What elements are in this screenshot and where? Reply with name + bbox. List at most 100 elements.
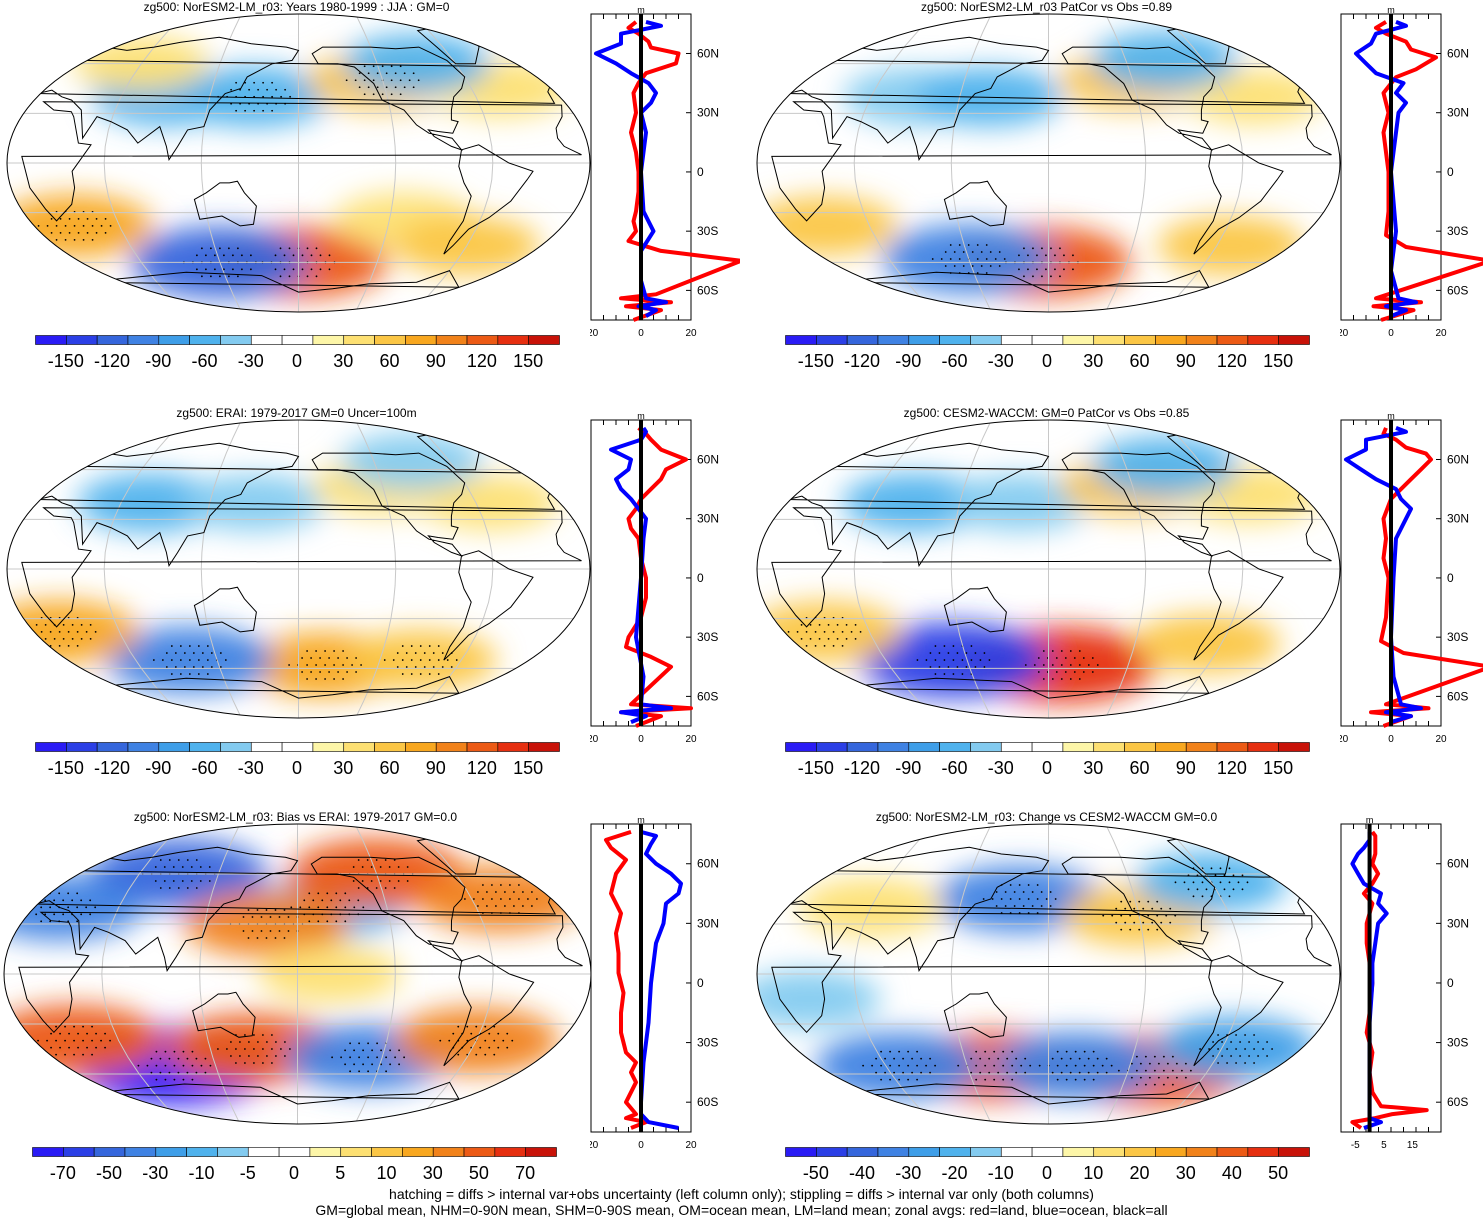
colorbar-tick-label: 90 (1176, 351, 1196, 371)
zonal-x-tick-label: -20 (1340, 328, 1349, 339)
colorbar-tick-label: -120 (94, 351, 130, 371)
colorbar-tick-label: 150 (1263, 758, 1293, 778)
colorbar-cell (970, 743, 1001, 752)
colorbar-cell (1063, 1148, 1094, 1157)
zonal-lat-label: 0 (1447, 571, 1454, 585)
map-panel (755, 822, 1342, 1126)
zonal-unit-label: m (1366, 816, 1374, 825)
colorbar-cell (402, 1148, 433, 1157)
colorbar-tick-label: 120 (467, 758, 497, 778)
colorbar-cell (97, 336, 128, 345)
colorbar-cell (125, 1148, 156, 1157)
colorbar-tick-label: 0 (292, 758, 302, 778)
zonal-lat-label: 60S (1447, 1095, 1468, 1109)
colorbar-tick-label: 10 (376, 1163, 396, 1183)
zonal-x-tick-label: 0 (638, 328, 644, 339)
zonal-unit-label: m (1387, 412, 1395, 421)
map-panel (2, 822, 593, 1126)
colorbar-cell (1279, 743, 1310, 752)
colorbar-cell (878, 336, 909, 345)
colorbar-cell (1001, 336, 1032, 345)
zonal-x-tick-label: -20 (590, 1140, 599, 1151)
colorbar-tick-label: -90 (145, 758, 171, 778)
colorbar-cell (529, 336, 560, 345)
colorbar-cell (1125, 743, 1156, 752)
zonal-series-land (1371, 428, 1483, 726)
colorbar-tick-label: -90 (145, 351, 171, 371)
colorbar-cell (159, 336, 190, 345)
colorbar-cell (1186, 743, 1217, 752)
colorbar-cell (970, 336, 1001, 345)
zonal-x-tick-label: 20 (685, 1140, 697, 1151)
colorbar-tick-label: -60 (192, 351, 218, 371)
zonal-lat-label: 60S (697, 689, 718, 703)
colorbar-cell (847, 743, 878, 752)
colorbar-cell (1063, 743, 1094, 752)
colorbar-tick-label: -70 (50, 1163, 76, 1183)
colorbar-cell (36, 743, 67, 752)
zonal-x-tick-label: 20 (685, 734, 697, 745)
colorbar-cell (1032, 743, 1063, 752)
colorbar-cell (816, 743, 847, 752)
colorbar-tick-label: 90 (426, 351, 446, 371)
zonal-lat-label: 0 (1447, 165, 1454, 179)
zonal-x-tick-label: 20 (1435, 734, 1447, 745)
colorbar-cell (940, 336, 971, 345)
colorbar-cell (1125, 336, 1156, 345)
colorbar-cell (1217, 1148, 1248, 1157)
colorbar-tick-label: 30 (1176, 1163, 1196, 1183)
anomaly-blob (755, 602, 901, 663)
colorbar-tick-label: -30 (988, 758, 1014, 778)
colorbar-tick-label: 120 (1217, 351, 1247, 371)
anomaly-blob (1091, 437, 1238, 496)
zonal-x-tick-label: 5 (1381, 1140, 1387, 1151)
colorbar-cell (66, 743, 97, 752)
zonal-x-tick-label: -5 (1351, 1140, 1360, 1151)
colorbar-tick-label: -30 (895, 1163, 921, 1183)
colorbar-cell (526, 1148, 557, 1157)
colorbar-cell (498, 743, 529, 752)
colorbar-cell (1063, 336, 1094, 345)
zonal-lat-label: 0 (697, 571, 704, 585)
colorbar-tick-label: -50 (803, 1163, 829, 1183)
colorbar-cell (282, 743, 313, 752)
colorbar-tick-label: 150 (513, 351, 543, 371)
zonal-x-tick-label: -20 (1340, 734, 1349, 745)
colorbar-cell (1155, 336, 1186, 345)
colorbar-tick-label: 50 (469, 1163, 489, 1183)
colorbar-tick-label: 30 (1083, 351, 1103, 371)
zonal-lat-label: 30S (1447, 224, 1468, 238)
zonal-lat-label: 30S (1447, 1036, 1468, 1050)
colorbar-tick-label: 60 (379, 758, 399, 778)
colorbar-cell (1094, 336, 1125, 345)
colorbar-cell (1032, 1148, 1063, 1157)
colorbar-tick-label: 0 (1042, 758, 1052, 778)
colorbar-cell (878, 1148, 909, 1157)
colorbar-tick-label: -10 (189, 1163, 215, 1183)
zonal-lat-label: 60S (1447, 283, 1468, 297)
zonal-x-tick-label: 15 (1407, 1140, 1419, 1151)
colorbar-cell (464, 1148, 495, 1157)
zonal-series-ocean (1356, 22, 1416, 316)
colorbar-tick-label: 0 (289, 1163, 299, 1183)
colorbar-cell (405, 743, 436, 752)
colorbar-tick-label: -150 (798, 351, 834, 371)
colorbar-tick-label: 30 (333, 351, 353, 371)
colorbar-tick-label: -20 (942, 1163, 968, 1183)
colorbar-cell (847, 1148, 878, 1157)
colorbar-cell (159, 743, 190, 752)
colorbar-tick-label: -150 (48, 758, 84, 778)
colorbar-cell (217, 1148, 248, 1157)
colorbar-cell (63, 1148, 94, 1157)
colorbar-cell (970, 1148, 1001, 1157)
colorbar-cell (94, 1148, 125, 1157)
colorbar-tick-label: 50 (1268, 1163, 1288, 1183)
zonal-lat-label: 30S (697, 224, 718, 238)
colorbar-tick-label: 150 (1263, 351, 1293, 371)
colorbar-cell (33, 1148, 64, 1157)
